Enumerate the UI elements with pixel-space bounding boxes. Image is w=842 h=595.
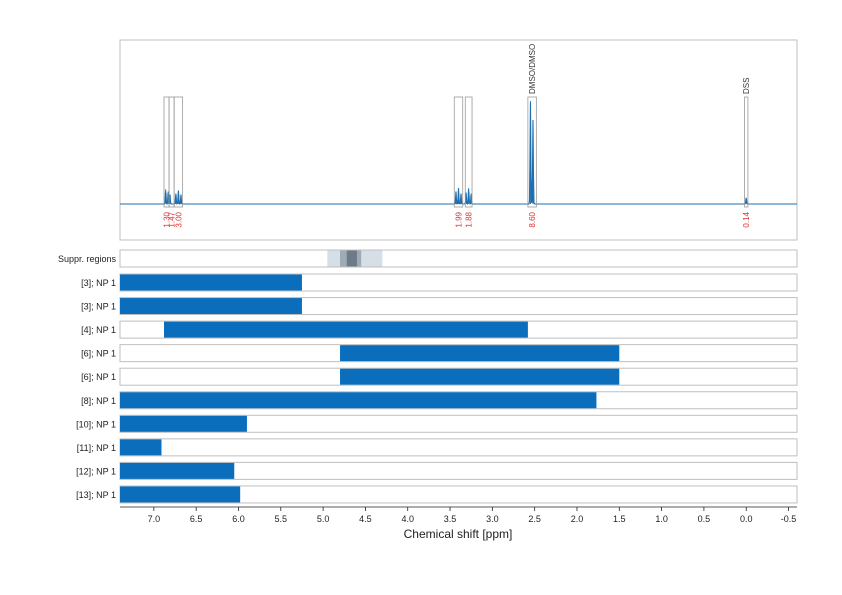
range-bar — [120, 415, 247, 432]
range-row-label: [12]; NP 1 — [76, 466, 116, 476]
signal-name-label: DMSO/DMSO — [528, 44, 537, 94]
x-tick-label: -0.5 — [781, 514, 797, 524]
spectrum-trace — [120, 102, 797, 206]
integral-label: 1.88 — [465, 211, 474, 227]
integral-label: 3.00 — [174, 211, 183, 227]
x-tick-label: 1.5 — [613, 514, 626, 524]
range-bar — [340, 368, 620, 385]
range-bars-panel: [3]; NP 1 [3]; NP 1 [4]; NP 1 [6]; NP 1 [6];… — [76, 273, 798, 504]
integral-box — [464, 96, 473, 208]
range-row-label: [13]; NP 1 — [76, 490, 116, 500]
integral-box — [173, 96, 184, 208]
range-row-label: [3]; NP 1 — [81, 302, 116, 312]
integral-box — [744, 96, 749, 208]
integral-label: 1.99 — [455, 211, 464, 227]
x-tick-label: 4.0 — [401, 514, 414, 524]
x-tick-label: 1.0 — [655, 514, 668, 524]
x-tick-label: 6.0 — [232, 514, 245, 524]
x-tick-label: 6.5 — [190, 514, 203, 524]
range-bar — [340, 345, 620, 362]
range-bar — [120, 462, 235, 479]
x-tick-label: 4.5 — [359, 514, 372, 524]
suppressed-region-band — [346, 250, 357, 267]
range-row-label: [6]; NP 1 — [81, 349, 116, 359]
x-axis: 7.0 6.5 6.0 5.5 5.0 4.5 4.0 3.5 3.0 2.5 2.0 1.5 1.0 0… — [120, 506, 797, 524]
spectrum-frame — [119, 39, 798, 241]
x-tick-label: 0.0 — [740, 514, 753, 524]
integral-box — [453, 96, 464, 208]
spectrum-panel: 1.301.473.00 1.99 1.88 8.60 DMSO/DMSO 0.14 DSS — [119, 39, 798, 241]
range-row-label: [6]; NP 1 — [81, 372, 116, 382]
x-axis-label: Chemical shift [ppm] — [404, 527, 513, 541]
suppressed-regions-panel: Suppr. regions — [58, 249, 798, 268]
suppressed-regions-track — [119, 249, 798, 268]
range-row-label: [8]; NP 1 — [81, 396, 116, 406]
range-row-label: [4]; NP 1 — [81, 325, 116, 335]
range-bar — [120, 439, 162, 456]
integral-label: 8.60 — [528, 211, 537, 227]
integral-box — [527, 96, 537, 208]
range-row-label: [10]; NP 1 — [76, 419, 116, 429]
range-bar — [120, 392, 597, 409]
range-bar — [120, 486, 241, 503]
range-bar — [120, 274, 302, 291]
integral-label: 1.47 — [168, 211, 177, 227]
x-tick-label: 0.5 — [698, 514, 711, 524]
range-bar — [164, 321, 528, 338]
suppressed-regions-label: Suppr. regions — [58, 254, 117, 264]
x-tick-label: 5.5 — [275, 514, 288, 524]
x-tick-label: 3.0 — [486, 514, 499, 524]
x-tick-label: 7.0 — [148, 514, 161, 524]
x-tick-label: 5.0 — [317, 514, 330, 524]
integral-label: 0.14 — [742, 211, 751, 227]
range-row-label: [3]; NP 1 — [81, 278, 116, 288]
signal-name-label: DSS — [742, 78, 751, 94]
range-bar — [120, 298, 302, 315]
x-tick-label: 2.5 — [528, 514, 541, 524]
integral-label: 1.30 — [163, 211, 172, 227]
range-row-label: [11]; NP 1 — [77, 443, 116, 453]
range-track — [119, 438, 798, 457]
x-tick-label: 3.5 — [444, 514, 457, 524]
x-tick-label: 2.0 — [571, 514, 584, 524]
